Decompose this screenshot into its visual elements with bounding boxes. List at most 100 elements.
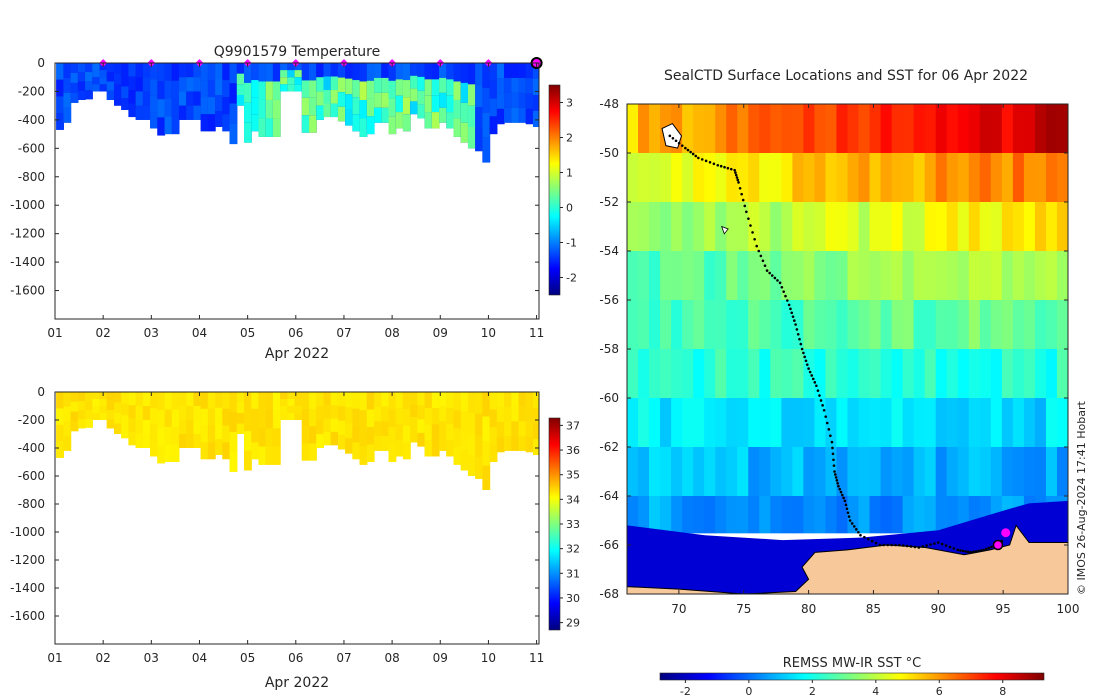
salinity-profile-patch <box>157 427 166 446</box>
salinity-profile-patch <box>359 392 368 411</box>
temperature-profile-patch <box>157 99 166 118</box>
track-point <box>694 154 698 158</box>
temperature-profile-patch <box>511 63 520 78</box>
track-point <box>913 545 917 549</box>
sst-cell <box>1001 349 1014 399</box>
sst-cell <box>869 153 882 203</box>
salinity-profile-patch <box>431 440 440 457</box>
map-panel: SealCTD Surface Locations and SST for 06… <box>599 68 1088 698</box>
sst-cell <box>682 300 694 350</box>
temperature-profile-patch <box>316 91 324 106</box>
temperature-profile-patch <box>92 77 101 85</box>
salinity-profile-patch <box>460 450 469 471</box>
salinity-profile-patch <box>265 392 274 411</box>
track-point <box>793 319 796 322</box>
track-point <box>716 163 720 167</box>
temperature-profile-patch <box>193 77 202 92</box>
temperature-y-tick-label: -200 <box>18 84 45 98</box>
track-point <box>799 342 803 346</box>
track-point <box>733 168 736 172</box>
sst-cell <box>946 398 959 448</box>
salinity-profile-patch <box>330 418 339 432</box>
sst-cell <box>957 202 970 252</box>
salinity-profile-patch <box>316 434 324 448</box>
salinity-profile-patch <box>410 392 418 405</box>
sst-cell <box>693 496 705 534</box>
sst-cell <box>957 447 970 497</box>
temperature-profile-patch <box>410 63 418 76</box>
salinity-y-tick-label: -1200 <box>10 553 45 567</box>
sst-cell <box>1001 300 1014 350</box>
track-point <box>909 545 913 548</box>
salinity-profile-patch <box>532 439 539 455</box>
salinity-x-axis: 01 02 03 04 05 06 07 08 09 10 11 <box>47 392 544 665</box>
temperature-profile-patch <box>323 90 332 104</box>
sst-cell <box>957 300 970 350</box>
track-point <box>834 473 837 476</box>
sst-cell <box>748 202 760 252</box>
track-point <box>855 528 858 531</box>
temperature-profile-patch <box>63 77 72 93</box>
track-point <box>822 408 826 412</box>
salinity-profile-patch <box>504 421 512 437</box>
temperature-y-tick-label: -600 <box>18 141 45 155</box>
salinity-profile-patch <box>323 418 332 432</box>
sst-cell <box>715 251 727 301</box>
temperature-x-tick-label: 08 <box>384 326 399 340</box>
salinity-profile-patch <box>359 410 368 429</box>
sst-cell <box>737 447 749 497</box>
sst-cell <box>770 447 782 497</box>
salinity-y-axis: 0 -200 -400 -600 -800 -1000 -1200 -1400 -1600 <box>10 385 539 623</box>
map-colorbar-label: 2 <box>809 685 816 698</box>
track-point <box>759 254 763 258</box>
sst-cell <box>1045 398 1058 448</box>
salinity-profile-patch <box>467 392 476 413</box>
map-colorbar-label: 0 <box>745 685 752 698</box>
track-point <box>833 470 836 473</box>
sst-cell <box>1012 300 1025 350</box>
sst-cell <box>1056 153 1068 203</box>
sst-cell <box>770 496 782 534</box>
salinity-profile-patch <box>525 392 534 408</box>
salinity-profile-patch <box>280 399 288 406</box>
sst-cell <box>671 202 683 252</box>
sst-cell <box>638 153 650 203</box>
track-point <box>737 181 740 184</box>
temperature-profile-patch <box>258 81 267 100</box>
salinity-colorbar-label: 32 <box>566 543 580 556</box>
salinity-x-tick-label: 07 <box>336 651 351 665</box>
salinity-profile-patch <box>222 425 231 443</box>
sst-cell <box>880 104 893 154</box>
sst-cell <box>869 349 882 399</box>
sst-cell <box>924 202 937 252</box>
sst-cell <box>759 202 771 252</box>
temperature-profile-patch <box>467 127 476 149</box>
map-lat-tick-label: -58 <box>599 342 619 356</box>
salinity-profile-patch <box>207 408 216 426</box>
sst-cell <box>627 300 639 350</box>
temperature-profile-patch <box>316 105 324 120</box>
sst-cell <box>913 153 926 203</box>
track-point <box>741 198 745 202</box>
track-point <box>719 164 723 168</box>
track-point <box>708 161 712 164</box>
sst-cell <box>891 251 904 301</box>
track-point <box>925 544 928 547</box>
sst-cell <box>924 251 937 301</box>
track-point <box>846 511 850 514</box>
salinity-profile-patch <box>417 432 426 447</box>
salinity-profile-patch <box>186 420 194 434</box>
temperature-profile-patch <box>460 63 469 83</box>
heard-island <box>721 225 729 235</box>
sst-cell <box>693 202 705 252</box>
sst-cell <box>825 153 838 203</box>
sst-cell <box>957 349 970 399</box>
temperature-profile-patch <box>200 80 209 98</box>
salinity-profile-patch <box>92 413 101 420</box>
sst-cell <box>726 251 738 301</box>
map-lat-tick-label: -60 <box>599 391 619 405</box>
temperature-profile-patch <box>251 80 259 98</box>
temperature-profile-patch <box>532 63 539 79</box>
temperature-profile-patch <box>215 79 223 95</box>
salinity-profile-patch <box>258 446 267 465</box>
